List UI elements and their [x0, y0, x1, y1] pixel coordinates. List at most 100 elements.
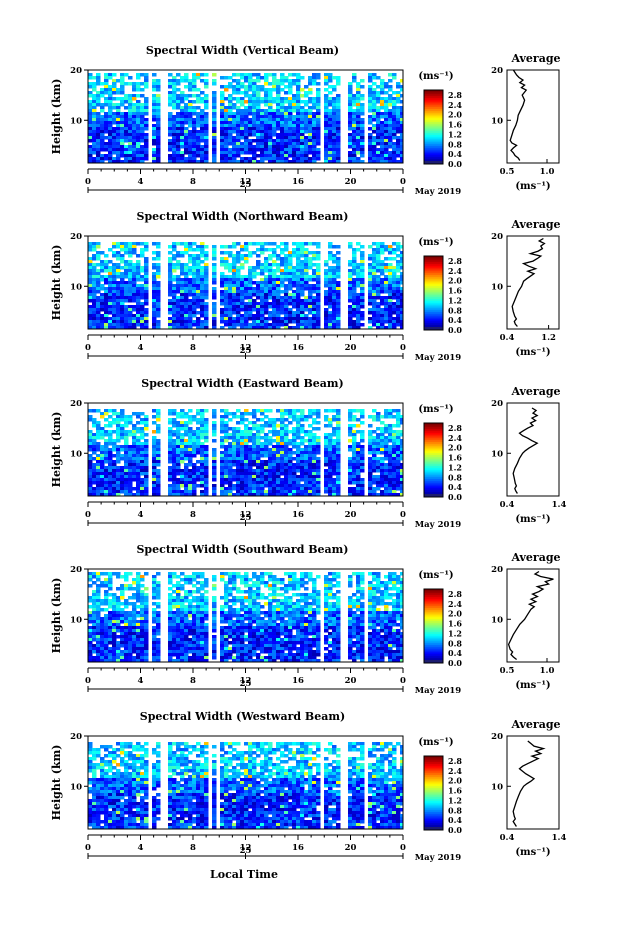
- heatmap-cell: [224, 457, 229, 461]
- heatmap-cell: [232, 454, 237, 458]
- heatmap-cell: [388, 160, 393, 163]
- heatmap-cell: [396, 320, 401, 324]
- heatmap-cell: [280, 421, 285, 425]
- heatmap-cell: [388, 263, 393, 267]
- heatmap-cell: [244, 142, 249, 146]
- heatmap-cell: [324, 121, 329, 125]
- heatmap-cell: [268, 121, 273, 125]
- heatmap-cell: [128, 136, 133, 140]
- heatmap-cell: [368, 100, 373, 104]
- heatmap-cell: [176, 242, 181, 246]
- heatmap-cell: [196, 469, 201, 473]
- heatmap-cell: [328, 73, 333, 77]
- heatmap-cell: [200, 478, 205, 482]
- heatmap-cell: [92, 151, 97, 155]
- heatmap-cell: [224, 421, 229, 425]
- heatmap-cell: [256, 136, 261, 140]
- heatmap-cell: [280, 142, 285, 146]
- heatmap-cell: [328, 97, 333, 101]
- heatmap-cell: [312, 469, 317, 473]
- heatmap-cell: [120, 290, 125, 294]
- heatmap-cell: [112, 311, 117, 315]
- heatmap-cell: [260, 272, 265, 276]
- heatmap-cell: [228, 82, 233, 86]
- heatmap-cell: [276, 311, 281, 315]
- heatmap-cell: [240, 320, 245, 324]
- heatmap-cell: [264, 287, 269, 291]
- heatmap-cell: [120, 257, 125, 261]
- heatmap-cell: [288, 326, 293, 329]
- heatmap-cell: [296, 100, 301, 104]
- heatmap-cell: [100, 269, 105, 273]
- heatmap-cell: [308, 136, 313, 140]
- heatmap-cell: [152, 311, 157, 315]
- heatmap-cell: [272, 418, 277, 422]
- heatmap-cell: [96, 475, 101, 479]
- heatmap-cell: [92, 275, 97, 279]
- heatmap-cell: [104, 124, 109, 128]
- heatmap-cell: [284, 260, 289, 264]
- heatmap-cell: [356, 133, 361, 137]
- colorbar-segment: [424, 270, 443, 274]
- heatmap-cell: [240, 460, 245, 464]
- heatmap-cell: [400, 311, 403, 315]
- heatmap-cell: [376, 266, 381, 270]
- heatmap-cell: [260, 326, 265, 329]
- heatmap-cell: [304, 100, 309, 104]
- heatmap-cell: [240, 448, 245, 452]
- heatmap-cell: [292, 275, 297, 279]
- heatmap-cell: [316, 305, 321, 309]
- heatmap-cell: [112, 82, 117, 86]
- heatmap-cell: [192, 278, 197, 282]
- heatmap-cell: [260, 320, 265, 324]
- heatmap-cell: [292, 469, 297, 473]
- heatmap-cell: [232, 317, 237, 321]
- heatmap-cell: [384, 82, 389, 86]
- heatmap-cell: [308, 481, 313, 485]
- heatmap-cell: [188, 469, 193, 473]
- heatmap-cell: [204, 263, 209, 267]
- heatmap-cell: [268, 145, 273, 149]
- heatmap-cell: [228, 254, 233, 258]
- heatmap-cell: [112, 481, 117, 485]
- heatmap-cell: [368, 142, 373, 146]
- heatmap-cell: [400, 94, 403, 98]
- heatmap-cell: [312, 290, 317, 294]
- heatmap-cell: [400, 127, 403, 131]
- heatmap-cell: [284, 254, 289, 258]
- heatmap-cell: [280, 409, 285, 413]
- heatmap-cell: [128, 76, 133, 80]
- heatmap-cell: [204, 463, 209, 467]
- heatmap-cell: [368, 97, 373, 101]
- heatmap-cell: [108, 466, 113, 470]
- heatmap-cell: [268, 133, 273, 137]
- heatmap-cell: [188, 442, 193, 446]
- heatmap-cell: [188, 278, 193, 282]
- heatmap-cell: [228, 311, 233, 315]
- heatmap-cell: [224, 154, 229, 158]
- heatmap-cell: [308, 142, 313, 146]
- heatmap-cell: [196, 317, 201, 321]
- heatmap-cell: [224, 305, 229, 309]
- heatmap-cell: [228, 124, 233, 128]
- heatmap-cell: [380, 154, 385, 158]
- heatmap-cell: [256, 296, 261, 300]
- heatmap-cell: [260, 281, 265, 285]
- heatmap-cell: [184, 478, 189, 482]
- heatmap-cell: [132, 287, 137, 291]
- heatmap-cell: [280, 418, 285, 422]
- heatmap-cell: [104, 484, 109, 488]
- heatmap-cell: [288, 133, 293, 137]
- heatmap-cell: [88, 85, 93, 89]
- heatmap-cell: [88, 478, 93, 482]
- heatmap-cell: [324, 157, 329, 161]
- heatmap-cell: [240, 418, 245, 422]
- heatmap-cell: [300, 88, 305, 92]
- heatmap-cell: [304, 242, 309, 246]
- heatmap-cell: [268, 88, 273, 92]
- heatmap-cell: [248, 412, 253, 416]
- heatmap-cell: [292, 79, 297, 83]
- heatmap-cell: [300, 454, 305, 458]
- heatmap-cell: [172, 124, 177, 128]
- heatmap-cell: [324, 142, 329, 146]
